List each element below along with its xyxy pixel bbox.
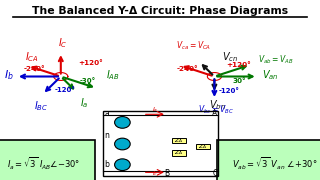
Text: $I_a$: $I_a$: [152, 106, 158, 114]
FancyBboxPatch shape: [172, 150, 186, 156]
Text: $I_C$: $I_C$: [58, 36, 67, 50]
Text: $I_a=\sqrt{3}\ I_{AB}\angle{-30°}$: $I_a=\sqrt{3}\ I_{AB}\angle{-30°}$: [6, 155, 80, 171]
Text: The Balanced Y-Δ Circuit: Phase Diagrams: The Balanced Y-Δ Circuit: Phase Diagrams: [32, 6, 288, 16]
FancyBboxPatch shape: [196, 144, 210, 149]
Text: $I_{CA}$: $I_{CA}$: [25, 51, 39, 64]
Text: A: A: [212, 109, 217, 118]
Text: +120°: +120°: [227, 62, 251, 68]
Text: C: C: [212, 169, 217, 178]
Text: $I_{AB}$: $I_{AB}$: [106, 69, 120, 82]
Text: $V_{bc}=V_{BC}$: $V_{bc}=V_{BC}$: [198, 103, 234, 116]
Text: -120°: -120°: [218, 88, 239, 94]
Text: $I_{BC}$: $I_{BC}$: [34, 100, 48, 113]
Text: a: a: [104, 109, 109, 118]
Text: +120°: +120°: [78, 60, 103, 66]
Text: $Z_\Delta$: $Z_\Delta$: [174, 148, 183, 158]
Text: $V_{ab}=V_{AB}$: $V_{ab}=V_{AB}$: [258, 53, 293, 66]
Text: -240°: -240°: [24, 66, 46, 73]
Text: $V_{cn}$: $V_{cn}$: [222, 50, 239, 64]
Text: $V_{bn}$: $V_{bn}$: [209, 98, 225, 112]
Text: b: b: [104, 160, 109, 169]
Text: $Z_\Delta$: $Z_\Delta$: [174, 136, 183, 145]
Text: $I_c$: $I_c$: [152, 169, 158, 178]
Text: $I_b$: $I_b$: [4, 68, 13, 82]
Text: -240°: -240°: [177, 66, 198, 73]
Text: n: n: [104, 130, 109, 140]
Text: $I_a$: $I_a$: [80, 96, 88, 110]
Circle shape: [115, 138, 130, 150]
Text: -120°: -120°: [55, 87, 76, 93]
Text: $V_{an}$: $V_{an}$: [262, 68, 278, 82]
Text: $Z_\Delta$: $Z_\Delta$: [198, 142, 207, 151]
Circle shape: [115, 159, 130, 171]
Text: -30°: -30°: [79, 78, 95, 84]
Circle shape: [115, 117, 130, 128]
Text: 30°: 30°: [233, 78, 247, 84]
Text: B: B: [164, 169, 169, 178]
Text: $V_{ab}=\sqrt{3}\ V_{an}\ \angle{+30°}$: $V_{ab}=\sqrt{3}\ V_{an}\ \angle{+30°}$: [232, 155, 317, 171]
FancyBboxPatch shape: [172, 138, 186, 143]
Text: $V_{ca}=V_{CA}$: $V_{ca}=V_{CA}$: [176, 39, 211, 52]
